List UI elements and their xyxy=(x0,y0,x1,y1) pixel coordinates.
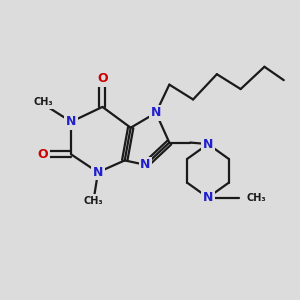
Text: CH₃: CH₃ xyxy=(247,193,266,202)
Text: N: N xyxy=(140,158,151,171)
Text: CH₃: CH₃ xyxy=(33,98,53,107)
Text: N: N xyxy=(66,115,76,128)
Text: N: N xyxy=(203,138,213,151)
Text: N: N xyxy=(151,106,161,119)
Text: N: N xyxy=(203,191,213,204)
Text: N: N xyxy=(93,166,103,179)
Text: O: O xyxy=(97,72,108,85)
Text: O: O xyxy=(38,148,48,161)
Text: CH₃: CH₃ xyxy=(84,196,103,206)
